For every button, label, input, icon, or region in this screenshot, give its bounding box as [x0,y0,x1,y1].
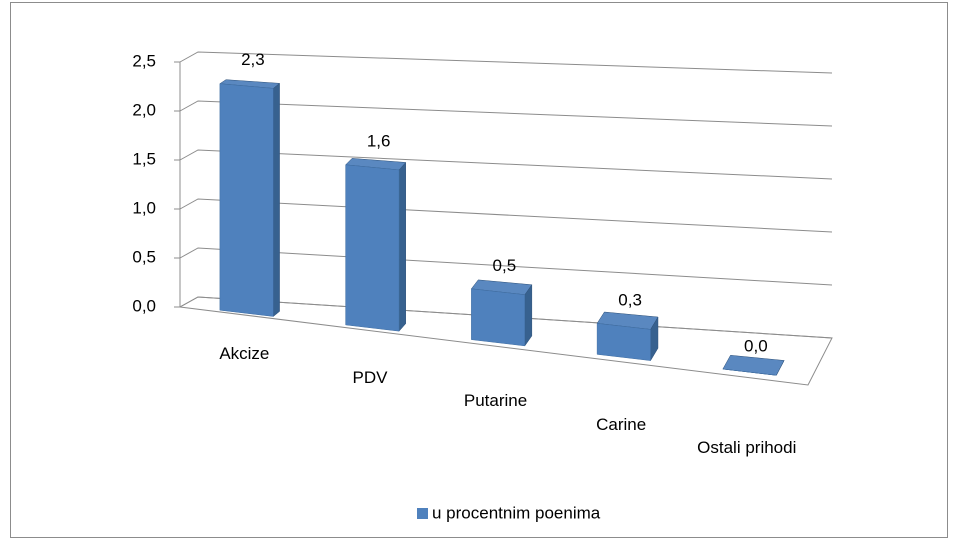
value-label: 0,3 [618,291,642,310]
legend-label: u procentnim poenima [432,503,601,522]
y-tick-label: 1,0 [132,198,156,217]
y-tick-label: 2,5 [132,51,156,70]
chart-frame [10,2,948,538]
value-label: 1,6 [367,131,391,150]
bar [722,368,777,376]
y-tick-label: 0,0 [132,296,156,315]
x-tick-label: Putarine [463,391,528,411]
x-tick-label: PDV [352,367,388,387]
y-tick-label: 0,5 [132,247,156,266]
value-label: 0,0 [744,336,768,355]
x-tick-label: Carine [596,414,647,434]
bar-side [398,161,406,332]
bar-side [524,283,533,347]
grid-line [179,149,833,180]
legend-swatch [417,508,428,519]
x-tick-label: Akcize [219,343,270,363]
bar [219,83,274,317]
y-tick-label: 2,0 [132,100,156,119]
bar [596,323,651,361]
x-tick-label: Ostali prihodi [697,438,797,458]
bar-side [273,82,280,317]
bar [471,288,526,347]
grid-line [179,198,833,233]
value-label: 0,5 [493,256,517,275]
grid-line [179,247,833,286]
bar [345,164,400,332]
value-label: 2,3 [241,50,265,69]
y-tick-label: 1,5 [132,149,156,168]
grid-line [179,100,833,127]
grid-line [179,51,833,74]
